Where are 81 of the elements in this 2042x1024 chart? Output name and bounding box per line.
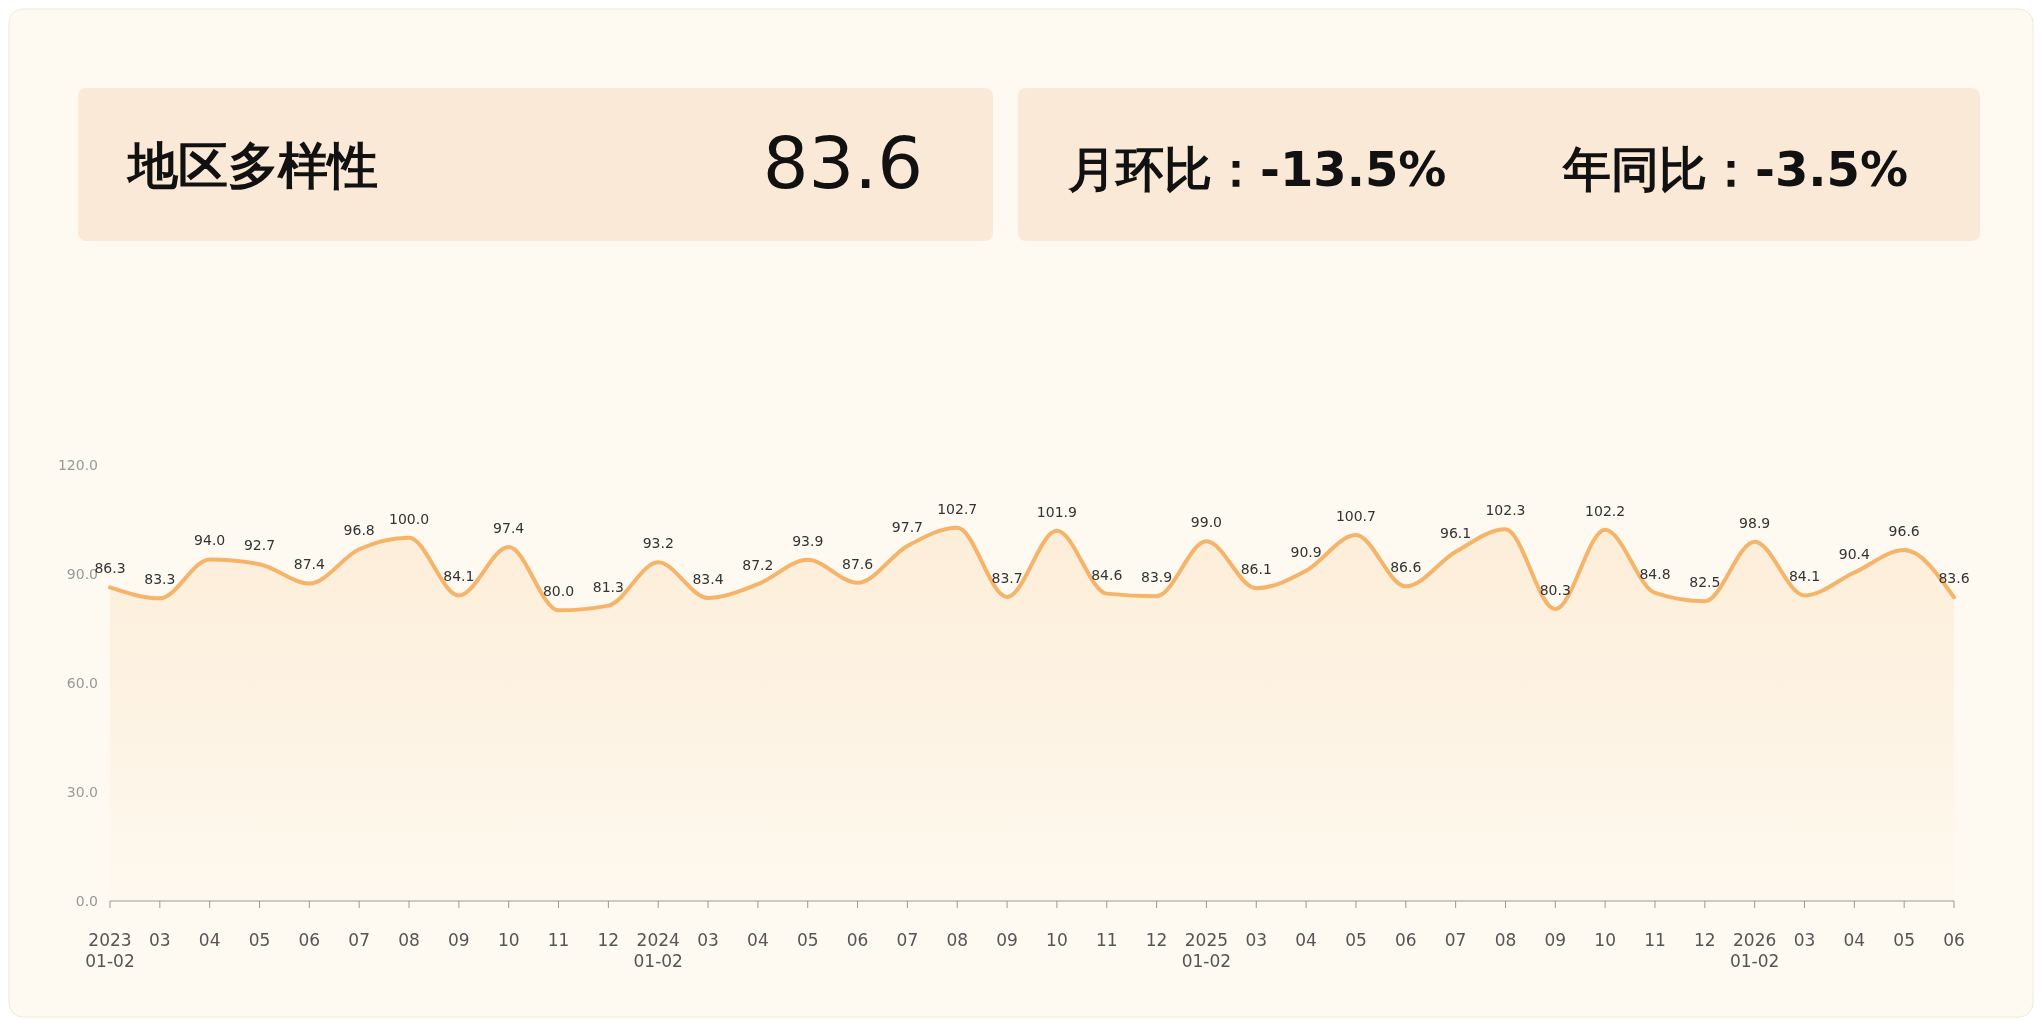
data-label: 96.1 <box>1440 524 1472 541</box>
data-label: 102.2 <box>1585 502 1626 519</box>
data-label: 100.0 <box>388 510 430 527</box>
x-tick-label: 05 <box>1345 930 1367 950</box>
data-label: 102.3 <box>1485 502 1526 519</box>
x-tick-label: 06 <box>846 930 869 950</box>
data-label: 102.7 <box>937 500 978 517</box>
y-tick-label: 60.0 <box>66 675 98 691</box>
x-tick-label: 06 <box>298 930 321 950</box>
data-label: 97.4 <box>493 520 525 537</box>
x-tick-label: 05 <box>248 930 271 950</box>
data-label: 83.9 <box>1141 569 1173 586</box>
x-tick-label: 11 <box>547 930 570 950</box>
summary-card: 地区多样性 83.6 <box>78 88 993 241</box>
data-label: 87.4 <box>293 556 326 573</box>
data-label: 101.9 <box>1036 503 1077 520</box>
data-label: 96.8 <box>343 522 375 539</box>
data-label: 84.6 <box>1091 566 1123 583</box>
data-label: 87.2 <box>742 557 774 574</box>
x-tick-label: 03 <box>1793 930 1816 950</box>
x-tick-label: 03 <box>1245 930 1268 950</box>
x-tick-label: 05 <box>796 930 819 950</box>
x-tick-label: 05 <box>1893 930 1915 950</box>
x-tick-label: 06 <box>1394 930 1417 950</box>
x-tick-label: 10 <box>1046 930 1068 950</box>
x-tick-label: 08 <box>946 930 969 950</box>
data-label: 93.9 <box>792 532 824 549</box>
chart-title: 地区多样性 <box>126 137 378 195</box>
x-tick-label: 12 <box>597 930 620 950</box>
data-label: 90.4 <box>1838 545 1870 562</box>
data-label: 80.0 <box>542 583 575 600</box>
x-tick-label: 04 <box>1295 930 1317 950</box>
x-tick-label: 04 <box>747 930 769 950</box>
x-tick-label: 04 <box>1843 930 1866 950</box>
data-label: 86.6 <box>1390 559 1422 576</box>
data-label: 83.7 <box>991 569 1023 586</box>
x-tick-label: 08 <box>398 930 420 950</box>
x-tick-label: 10 <box>497 930 520 950</box>
data-label: 84.1 <box>1788 568 1821 585</box>
x-tick-label: 09 <box>448 930 470 950</box>
data-label: 82.5 <box>1689 574 1721 591</box>
y-tick-label: 0.0 <box>75 893 98 909</box>
data-label: 84.1 <box>443 568 475 585</box>
x-tick-label: 2024 01-02 <box>633 930 683 971</box>
x-tick-label: 2025 01-02 <box>1181 930 1232 971</box>
x-tick-label: 07 <box>348 930 371 950</box>
x-tick-label: 11 <box>1644 930 1666 950</box>
x-tick-label: 06 <box>1943 930 1965 950</box>
data-label: 81.3 <box>592 578 624 595</box>
data-label: 98.9 <box>1739 514 1771 531</box>
x-tick-label: 09 <box>996 930 1018 950</box>
data-label: 90.9 <box>1290 543 1322 560</box>
x-tick-label: 08 <box>1494 930 1517 950</box>
x-tick-label: 12 <box>1693 930 1716 950</box>
x-tick-label: 11 <box>1095 930 1118 950</box>
x-tick-label: 09 <box>1544 930 1567 950</box>
x-tick-label: 07 <box>896 930 919 950</box>
x-tick-label: 2023 01-02 <box>85 930 135 971</box>
y-tick-label: 120.0 <box>57 457 98 473</box>
change-card: 月环比：-13.5% 年同比：-3.5% <box>1018 88 1980 241</box>
data-label: 83.3 <box>144 571 176 588</box>
data-label: 100.7 <box>1335 508 1376 525</box>
data-label: 92.7 <box>243 537 276 554</box>
data-label: 94.0 <box>194 532 226 549</box>
x-tick-label: 10 <box>1594 930 1616 950</box>
data-label: 87.6 <box>841 555 874 572</box>
x-tick-label: 03 <box>149 930 171 950</box>
x-tick-label: 2026 01-02 <box>1729 930 1780 971</box>
data-label: 97.7 <box>891 519 923 536</box>
data-label: 83.4 <box>692 570 724 587</box>
data-label: 86.1 <box>1240 561 1272 578</box>
data-label: 96.6 <box>1888 523 1920 540</box>
x-tick-label: 04 <box>198 930 221 950</box>
y-tick-label: 30.0 <box>66 784 98 800</box>
x-tick-label: 03 <box>697 930 719 950</box>
data-label: 99.0 <box>1190 514 1223 531</box>
data-label: 84.8 <box>1639 565 1671 582</box>
data-label: 93.2 <box>642 535 674 552</box>
data-label: 80.3 <box>1539 582 1571 599</box>
x-tick-label: 12 <box>1145 930 1168 950</box>
x-tick-label: 07 <box>1444 930 1467 950</box>
